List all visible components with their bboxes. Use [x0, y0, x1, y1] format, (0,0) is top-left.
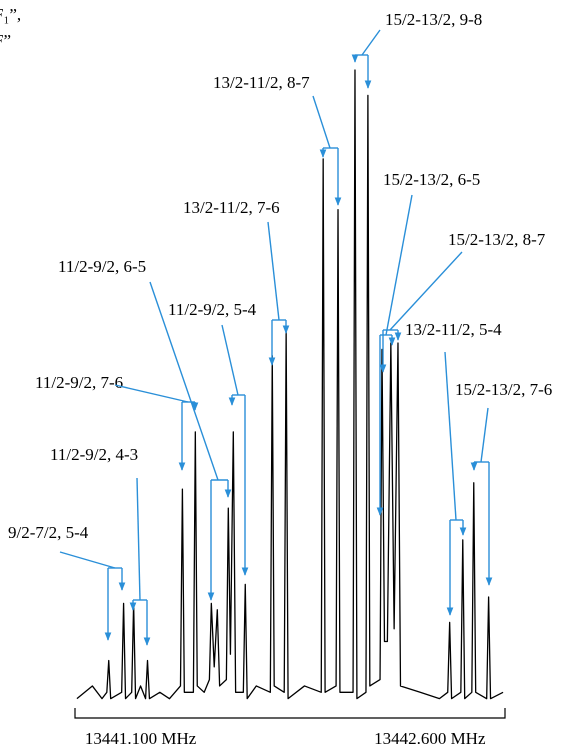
peak-label: 13/2-11/2, 7-6 — [183, 198, 280, 217]
leader-line — [149, 281, 219, 481]
leader-line — [221, 324, 239, 396]
leader-line — [444, 351, 457, 521]
x-tick-label: 13441.100 MHz — [85, 729, 197, 748]
peak-label: 13/2-11/2, 8-7 — [213, 73, 310, 92]
peak-label: 15/2-13/2, 6-5 — [383, 170, 480, 189]
top-label: F” — [0, 31, 11, 50]
leader-line — [267, 221, 280, 321]
leader-line — [136, 477, 141, 601]
leader-line — [361, 29, 381, 56]
top-label: F₁”, — [0, 5, 21, 24]
leader-line — [389, 251, 463, 331]
peak-label: 9/2-7/2, 5-4 — [8, 523, 89, 542]
peak-label: 11/2-9/2, 6-5 — [58, 257, 146, 276]
peak-label: 15/2-13/2, 8-7 — [448, 230, 546, 249]
leader-line — [59, 551, 116, 569]
peak-label: 11/2-9/2, 4-3 — [50, 445, 138, 464]
leader-line — [312, 95, 331, 149]
leader-line — [480, 407, 489, 463]
x-axis — [74, 708, 506, 719]
leader-line — [114, 384, 189, 403]
peak-label: 15/2-13/2, 7-6 — [455, 380, 552, 399]
peak-label: 11/2-9/2, 5-4 — [168, 300, 257, 319]
peak-label: 11/2-9/2, 7-6 — [35, 373, 123, 392]
peak-label: 15/2-13/2, 9-8 — [385, 10, 482, 29]
peak-label: 13/2-11/2, 5-4 — [405, 320, 502, 339]
x-tick-label: 13442.600 MHz — [374, 729, 486, 748]
spectrum-trace — [76, 69, 504, 700]
leader-line — [385, 194, 413, 336]
